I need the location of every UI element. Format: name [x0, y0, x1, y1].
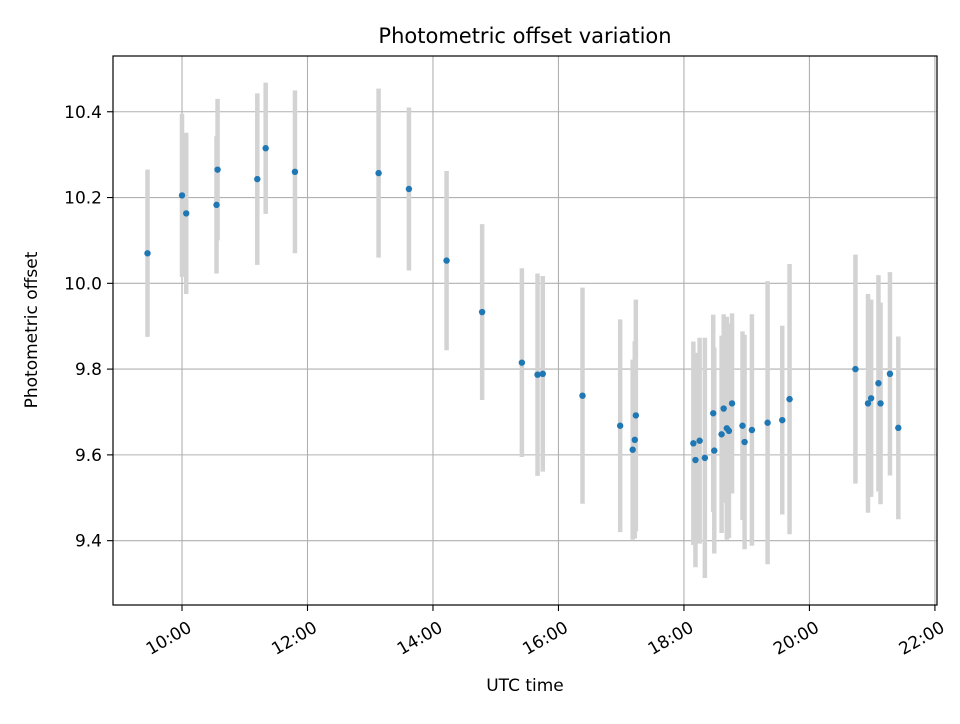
data-point [728, 400, 736, 407]
data-point [443, 257, 450, 264]
chart-title: Photometric offset variation [378, 24, 671, 48]
data-point [478, 308, 486, 316]
data-point [720, 405, 727, 412]
y-tick-label: 10.4 [64, 103, 102, 123]
data-point [291, 168, 299, 176]
y-axis-label: Photometric offset [22, 251, 42, 408]
data-point [718, 431, 725, 438]
data-point [632, 412, 640, 419]
data-point [178, 192, 186, 199]
y-tick-label: 9.6 [75, 446, 102, 466]
data-point [539, 370, 546, 378]
y-tick-label: 10.2 [64, 189, 102, 209]
grid [113, 56, 937, 605]
data-point [518, 359, 526, 366]
data-point [182, 210, 190, 217]
data-point [886, 370, 894, 378]
data-point [631, 436, 638, 444]
data-point [375, 169, 382, 177]
data-point [864, 400, 872, 407]
y-tick-label: 9.8 [75, 360, 102, 380]
data-point [690, 440, 697, 447]
data-point [741, 438, 748, 446]
data-point [254, 175, 261, 183]
data-point [786, 395, 793, 403]
data-point [616, 422, 624, 429]
data-point [895, 424, 902, 432]
axes-frame [112, 55, 938, 606]
data-point [710, 410, 717, 417]
data-point [875, 380, 882, 387]
data-point [405, 185, 413, 193]
data-point [213, 201, 220, 209]
data-points [144, 145, 902, 464]
data-point [701, 454, 709, 462]
y-tick-label: 10.0 [64, 274, 102, 294]
data-point [725, 427, 733, 435]
data-point [262, 145, 269, 152]
data-point [144, 250, 151, 257]
data-point [764, 419, 771, 426]
data-point [877, 400, 884, 407]
data-point [748, 426, 756, 434]
data-point [579, 392, 586, 399]
data-point [534, 371, 541, 378]
y-axis-ticks: 9.4 9.6 9.8 10.0 10.2 10.4 [64, 103, 113, 552]
y-tick-label: 9.4 [75, 532, 102, 552]
data-point [739, 422, 746, 429]
data-point [629, 446, 636, 453]
data-point [711, 447, 718, 454]
data-point [692, 456, 699, 464]
data-point [852, 365, 859, 373]
data-point [696, 437, 703, 444]
data-point [779, 416, 786, 424]
x-axis-label: UTC time [486, 676, 564, 696]
data-point [214, 166, 221, 173]
data-point [867, 395, 875, 402]
